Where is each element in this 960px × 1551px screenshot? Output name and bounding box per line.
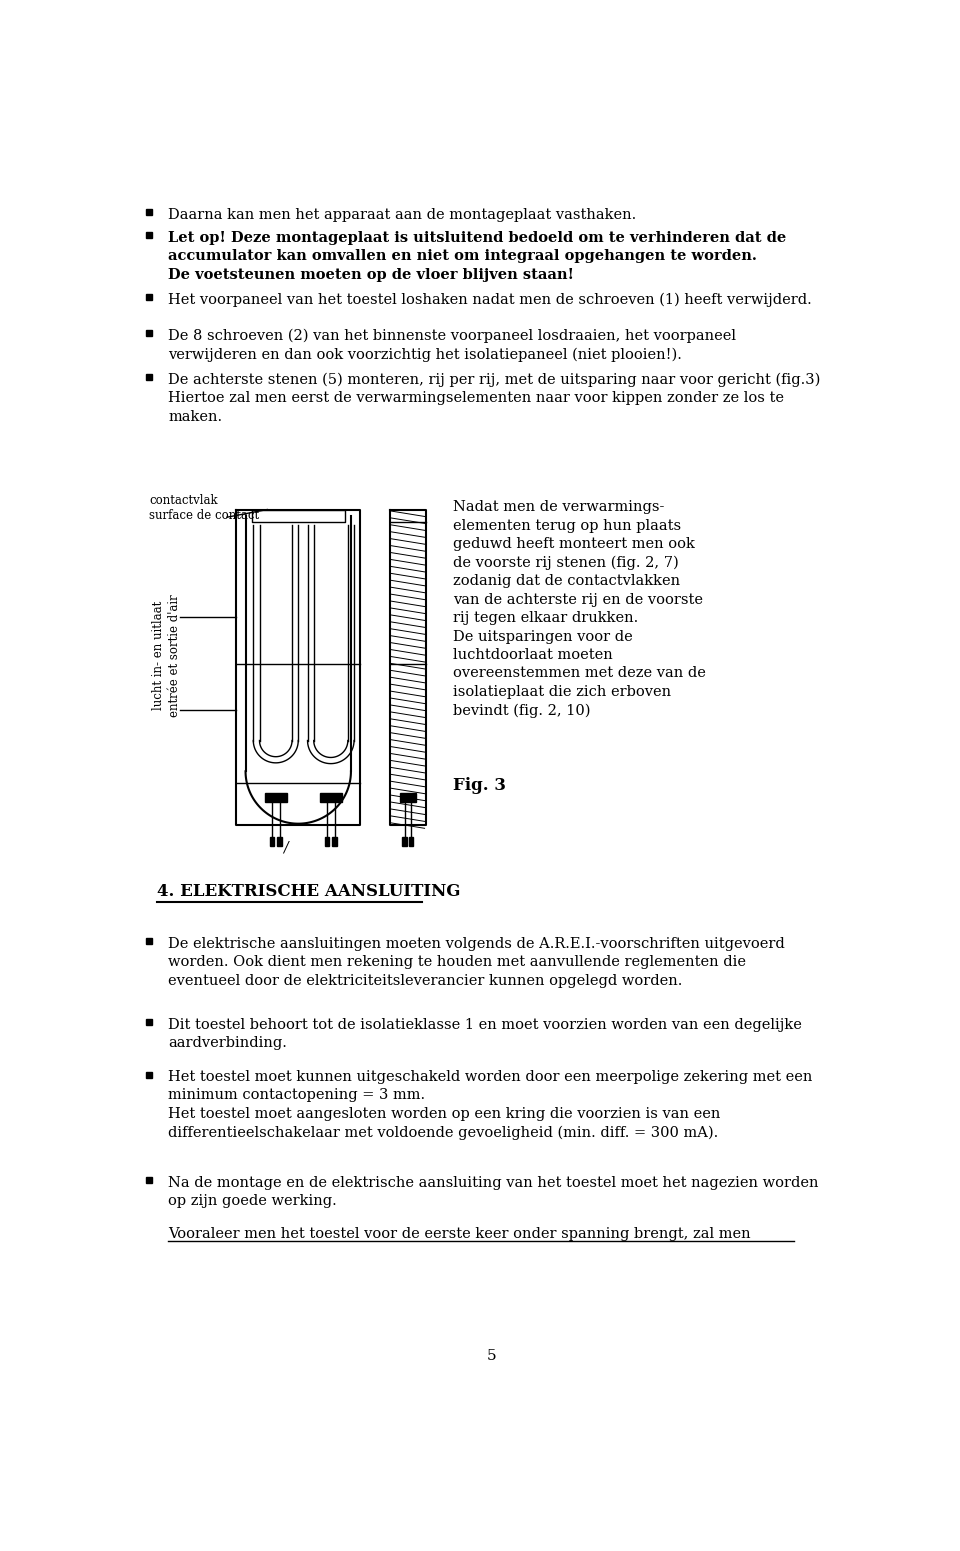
Text: De achterste stenen (5) monteren, rij per rij, met de uitsparing naar voor geric: De achterste stenen (5) monteren, rij pe… — [168, 372, 821, 423]
Text: 5: 5 — [487, 1349, 497, 1363]
Text: Nadat men de verwarmings-
elementen terug op hun plaats
geduwd heeft monteert me: Nadat men de verwarmings- elementen teru… — [453, 501, 707, 718]
Bar — [400, 793, 416, 802]
Text: contactvlak
surface de contact: contactvlak surface de contact — [150, 495, 259, 523]
Text: Let op! Deze montageplaat is uitsluitend bedoeld om te verhinderen dat de
accumu: Let op! Deze montageplaat is uitsluitend… — [168, 231, 786, 282]
Text: De elektrische aansluitingen moeten volgends de A.R.E.I.-voorschriften uitgevoer: De elektrische aansluitingen moeten volg… — [168, 937, 784, 988]
Text: De 8 schroeven (2) van het binnenste voorpaneel losdraaien, het voorpaneel
verwi: De 8 schroeven (2) van het binnenste voo… — [168, 329, 736, 361]
Bar — [320, 793, 342, 802]
Text: /: / — [283, 841, 287, 855]
Bar — [277, 838, 282, 845]
Text: Daarna kan men het apparaat aan de montageplaat vasthaken.: Daarna kan men het apparaat aan de monta… — [168, 208, 636, 222]
Bar — [265, 793, 287, 802]
Text: lucht in- en uitlaat
entrée et sortie d'air: lucht in- en uitlaat entrée et sortie d'… — [153, 594, 180, 717]
Text: Dit toestel behoort tot de isolatieklasse 1 en moet voorzien worden van een dege: Dit toestel behoort tot de isolatieklass… — [168, 1017, 802, 1050]
Text: Fig. 3: Fig. 3 — [453, 777, 506, 794]
Text: Vooraleer men het toestel voor de eerste keer onder spanning brengt, zal men: Vooraleer men het toestel voor de eerste… — [168, 1227, 751, 1241]
Bar — [409, 838, 414, 845]
Bar — [332, 838, 337, 845]
Bar — [402, 838, 407, 845]
Bar — [270, 838, 275, 845]
Text: 4. ELEKTRISCHE AANSLUITING: 4. ELEKTRISCHE AANSLUITING — [157, 883, 461, 900]
Text: Het voorpaneel van het toestel loshaken nadat men de schroeven (1) heeft verwijd: Het voorpaneel van het toestel loshaken … — [168, 293, 812, 307]
Bar — [324, 838, 329, 845]
Text: Na de montage en de elektrische aansluiting van het toestel moet het nagezien wo: Na de montage en de elektrische aansluit… — [168, 1176, 819, 1208]
Text: Het toestel moet kunnen uitgeschakeld worden door een meerpolige zekering met ee: Het toestel moet kunnen uitgeschakeld wo… — [168, 1070, 812, 1140]
